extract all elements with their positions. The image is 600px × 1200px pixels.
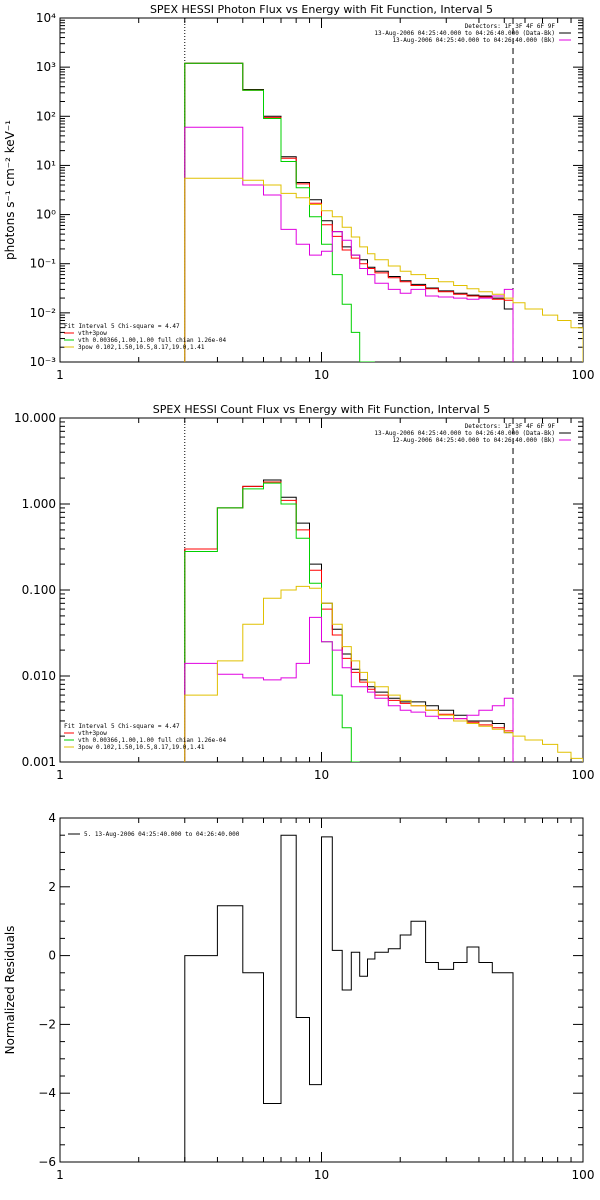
series-line-3: [184, 62, 375, 362]
y-tick-label: 10⁻²: [30, 306, 57, 320]
series-group: [184, 834, 514, 1162]
series-group: [184, 62, 583, 362]
y-tick-label: 0.100: [22, 583, 56, 597]
y-tick-label: −4: [38, 1086, 56, 1100]
series-group: [184, 479, 583, 762]
legend-entry: Fit Interval 5 Chi-square = 4.47: [64, 323, 180, 330]
y-tick-label: 10²: [36, 109, 56, 123]
series-line-1: [184, 834, 514, 1162]
series-line-2: [184, 481, 514, 762]
y-tick-label: 0.010: [22, 669, 56, 683]
legend-entry: 5. 13-Aug-2006 04:25:40.000 to 04:26:40.…: [84, 831, 240, 838]
y-tick-label: −2: [38, 1017, 56, 1031]
chart-panel-2: SPEX HESSI Count Flux vs Energy with Fit…: [14, 403, 594, 782]
x-tick-label: 100: [572, 368, 595, 382]
annotation-line: 12-Aug-2006 04:25:40.000 to 04:26:40.000…: [392, 437, 555, 444]
series-line-4: [184, 126, 514, 362]
series-line-3: [184, 482, 360, 762]
x-tick-label: 1: [56, 768, 64, 782]
chart-panel-3: Normalized Residuals 1 10 100 −6 −4 −2 0 2 4 5. 13…: [3, 811, 594, 1182]
series-line-2: [184, 62, 514, 362]
legend-entry: vth 0.00366,1.00,1.00 full chian 1.26e-0…: [78, 337, 226, 344]
annotation-line: 13-Aug-2006 04:25:40.000 to 04:26:40.000…: [374, 30, 555, 37]
y-tick-label: 10⁻¹: [30, 257, 57, 271]
y-tick-label: 10⁴: [36, 11, 56, 25]
series-line-5: [184, 177, 583, 362]
series-line-4: [184, 616, 514, 762]
legend-entry: vth+3pow: [78, 730, 107, 737]
y-tick-label: 4: [48, 811, 56, 825]
x-tick-label: 10: [314, 368, 329, 382]
series-line-1: [184, 479, 514, 762]
annotation-line: Detectors: 1F 3F 4F 6F 9F: [465, 423, 556, 430]
legend-entry: 3pow 0.102,1.50,10.5,8.17,19.0,1.41: [78, 344, 205, 351]
annotation-line: 13-Aug-2006 04:25:40.000 to 04:26:40.000…: [392, 37, 555, 44]
plot-frame: [59, 17, 584, 363]
y-axis-label: photons s⁻¹ cm⁻² keV⁻¹: [3, 120, 17, 260]
y-tick-label: 10⁰: [36, 208, 56, 222]
y-tick-label: 1.000: [22, 497, 56, 511]
legend-entry: Fit Interval 5 Chi-square = 4.47: [64, 723, 180, 730]
series-line-1: [184, 62, 514, 362]
x-tick-label: 100: [572, 768, 595, 782]
legend-entry: vth 0.00366,1.00,1.00 full chian 1.26e-0…: [78, 737, 226, 744]
y-tick-label: 10³: [36, 60, 56, 74]
annotation-line: 13-Aug-2006 04:25:40.000 to 04:26:40.000…: [374, 430, 555, 437]
y-tick-label: −6: [38, 1155, 56, 1169]
x-tick-label: 1: [56, 368, 64, 382]
chart-title: SPEX HESSI Photon Flux vs Energy with Fi…: [150, 3, 493, 16]
legend-entry: vth+3pow: [78, 330, 107, 337]
chart-title: SPEX HESSI Count Flux vs Energy with Fit…: [153, 403, 490, 416]
y-tick-label: 0.001: [22, 755, 56, 769]
x-tick-label: 10: [314, 1168, 329, 1182]
x-tick-label: 100: [572, 1168, 595, 1182]
series-line-5: [184, 585, 583, 762]
annotation-line: Detectors: 1F 3F 4F 6F 9F: [465, 23, 556, 30]
x-tick-label: 1: [56, 1168, 64, 1182]
y-tick-label: 10¹: [36, 158, 56, 172]
y-tick-label: 2: [48, 880, 56, 894]
x-tick-label: 10: [314, 768, 329, 782]
y-tick-label: 10⁻³: [30, 355, 57, 369]
y-tick-label: 0: [48, 949, 56, 963]
legend-entry: 3pow 0.102,1.50,10.5,8.17,19.0,1.41: [78, 744, 205, 751]
chart-panel-1: SPEX HESSI Photon Flux vs Energy with Fi…: [3, 3, 594, 382]
y-axis-label: Normalized Residuals: [3, 926, 17, 1055]
y-tick-label: 10.000: [14, 411, 56, 425]
